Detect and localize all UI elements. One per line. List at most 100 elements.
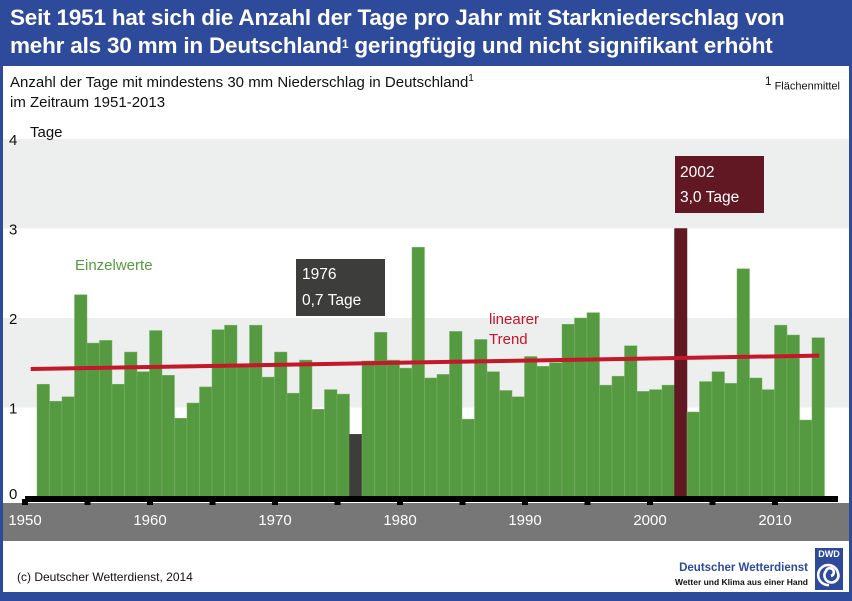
bar bbox=[811, 337, 825, 498]
bar bbox=[524, 356, 538, 498]
x-ticks: 1950 1960 1970 1980 1990 2000 2010 bbox=[8, 499, 792, 529]
x-tick-mark bbox=[147, 499, 153, 505]
bar bbox=[661, 384, 675, 498]
headline-line-2a: mehr als 30 mm in Deutschland bbox=[10, 33, 342, 58]
bar bbox=[311, 409, 325, 498]
bar bbox=[649, 389, 663, 498]
subtitle-text-1: Anzahl der Tage mit mindestens 30 mm Nie… bbox=[10, 74, 469, 91]
y-tick-label: 3 bbox=[9, 222, 17, 239]
bar bbox=[199, 386, 213, 498]
logo-name: Deutscher Wetterdienst bbox=[679, 562, 808, 574]
x-minor-tick bbox=[584, 499, 591, 505]
x-minor-tick bbox=[209, 499, 216, 505]
annotation-max-box bbox=[675, 156, 764, 213]
bar bbox=[711, 371, 725, 498]
bar bbox=[511, 396, 525, 498]
x-minor-tick bbox=[334, 499, 341, 505]
logo-mark: DWD bbox=[815, 548, 843, 590]
bar bbox=[736, 268, 750, 498]
annotation-min: 1976 0,7 Tage bbox=[296, 259, 385, 316]
bar bbox=[61, 396, 75, 498]
x-tick-mark bbox=[647, 499, 653, 505]
footnote-text: Flächenmittel bbox=[774, 80, 840, 93]
bar bbox=[611, 375, 625, 498]
legend-trend-line2: Trend bbox=[489, 331, 528, 348]
annotation-max-year: 2002 bbox=[680, 164, 714, 181]
bar bbox=[211, 329, 225, 498]
bar bbox=[99, 340, 113, 498]
x-tick-label: 2000 bbox=[633, 512, 666, 529]
annotation-min-box bbox=[296, 259, 385, 316]
x-minor-tick bbox=[459, 499, 466, 505]
bar bbox=[249, 324, 263, 498]
bar bbox=[299, 359, 313, 498]
x-tick-mark bbox=[22, 499, 28, 505]
legend-einzelwerte: Einzelwerte bbox=[75, 257, 153, 274]
bar bbox=[636, 391, 650, 498]
bar bbox=[236, 365, 250, 498]
bar bbox=[149, 330, 163, 498]
bar bbox=[36, 383, 50, 498]
bar bbox=[336, 393, 350, 498]
bar bbox=[174, 417, 188, 498]
bar bbox=[49, 400, 63, 498]
bar bbox=[374, 332, 388, 498]
dwd-logo: Deutscher Wetterdienst Wetter und Klima … bbox=[674, 548, 846, 592]
bottom-border bbox=[0, 592, 852, 601]
bar bbox=[449, 331, 463, 498]
logo-slogan: Wetter und Klima aus einer Hand bbox=[674, 577, 808, 587]
x-tick-label: 1950 bbox=[8, 512, 41, 529]
x-tick-mark bbox=[772, 499, 778, 505]
bar bbox=[574, 317, 588, 498]
annotation-max: 2002 3,0 Tage bbox=[675, 156, 764, 213]
y-tick-label: 1 bbox=[9, 401, 17, 418]
bar bbox=[324, 389, 338, 498]
bar bbox=[486, 371, 500, 498]
bar bbox=[349, 434, 363, 498]
bar bbox=[799, 419, 813, 498]
chart-headline: Seit 1951 hat sich die Anzahl der Tage p… bbox=[10, 4, 850, 60]
bar bbox=[686, 411, 700, 498]
y-tick-label: 0 bbox=[9, 486, 17, 503]
bar bbox=[399, 367, 413, 498]
headline-footnote-marker: 1 bbox=[341, 37, 349, 51]
footnote: 1 Flächenmittel bbox=[765, 74, 840, 93]
header-banner: Seit 1951 hat sich die Anzahl der Tage p… bbox=[0, 0, 852, 64]
bar bbox=[561, 324, 575, 498]
subtitle-line-2: im Zeitraum 1951-2013 bbox=[10, 94, 166, 111]
bar bbox=[161, 375, 175, 498]
bar bbox=[624, 345, 638, 498]
bar bbox=[786, 334, 800, 498]
x-tick-mark bbox=[522, 499, 528, 505]
bar bbox=[436, 374, 450, 498]
subtitle-line-1: Anzahl der Tage mit mindestens 30 mm Nie… bbox=[10, 73, 474, 93]
x-tick-label: 1990 bbox=[508, 512, 541, 529]
logo-abbr: DWD bbox=[818, 549, 840, 559]
x-tick-label: 1960 bbox=[133, 512, 166, 529]
x-axis-band bbox=[3, 503, 849, 541]
bar bbox=[749, 377, 763, 498]
swirl-icon bbox=[816, 563, 840, 587]
chart-subtitle: Anzahl der Tage mit mindestens 30 mm Nie… bbox=[10, 73, 474, 113]
y-axis-label: Tage bbox=[30, 124, 63, 141]
bar bbox=[386, 359, 400, 498]
bar bbox=[136, 371, 150, 498]
x-tick-mark bbox=[272, 499, 278, 505]
bar bbox=[424, 377, 438, 498]
bar bbox=[261, 376, 275, 498]
bar bbox=[286, 392, 300, 498]
annotation-max-value: 3,0 Tage bbox=[680, 189, 739, 206]
subtitle-footnote-marker: 1 bbox=[468, 73, 474, 84]
annotation-min-value: 0,7 Tage bbox=[302, 292, 361, 309]
bar bbox=[461, 418, 475, 498]
x-tick-label: 2010 bbox=[758, 512, 791, 529]
bar bbox=[549, 362, 563, 498]
bar bbox=[761, 389, 775, 498]
bar bbox=[361, 360, 375, 498]
bar bbox=[111, 383, 125, 498]
x-axis-line bbox=[25, 496, 838, 502]
copyright: (c) Deutscher Wetterdienst, 2014 bbox=[17, 570, 193, 584]
bar bbox=[586, 312, 600, 498]
x-minor-tick bbox=[84, 499, 91, 505]
